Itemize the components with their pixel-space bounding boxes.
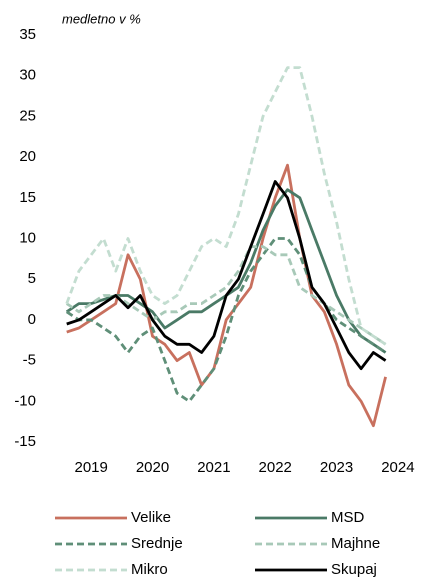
x-tick-label: 2024 bbox=[381, 459, 414, 476]
y-tick-label: -15 bbox=[14, 433, 36, 450]
y-tick-label: 5 bbox=[28, 270, 36, 287]
y-tick-label: 35 bbox=[19, 26, 36, 43]
series-line bbox=[66, 163, 387, 428]
y-tick-label: 20 bbox=[19, 148, 36, 165]
legend-label: Velike bbox=[131, 509, 171, 526]
x-tick-label: 2022 bbox=[259, 459, 292, 476]
series-line bbox=[66, 180, 387, 371]
legend-label: Skupaj bbox=[331, 561, 377, 578]
x-tick-label: 2021 bbox=[197, 459, 230, 476]
y-tick-label: 15 bbox=[19, 189, 36, 206]
legend-label: Majhne bbox=[331, 535, 380, 552]
x-tick-label: 2019 bbox=[75, 459, 108, 476]
series-line bbox=[65, 66, 387, 346]
y-tick-label: 25 bbox=[19, 107, 36, 124]
legend-label: Srednje bbox=[131, 535, 183, 552]
y-tick-label: 10 bbox=[19, 229, 36, 246]
legend-label: Mikro bbox=[131, 561, 168, 578]
y-tick-label: 0 bbox=[28, 311, 36, 328]
y-tick-label: -5 bbox=[23, 352, 36, 369]
y-tick-label: -10 bbox=[14, 392, 36, 409]
y-tick-label: 30 bbox=[19, 67, 36, 84]
x-tick-label: 2023 bbox=[320, 459, 353, 476]
x-tick-label: 2020 bbox=[136, 459, 169, 476]
chart-subtitle: medletno v % bbox=[62, 11, 141, 26]
legend-label: MSD bbox=[331, 509, 365, 526]
